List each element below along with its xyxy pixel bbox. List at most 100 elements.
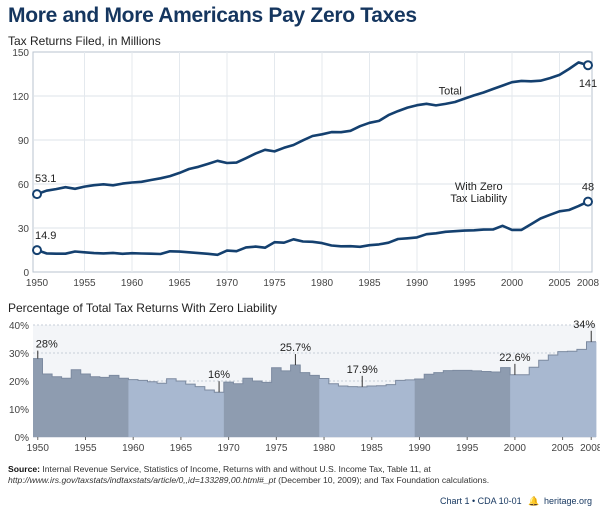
ytick-label-150: 150 <box>12 48 29 59</box>
series-label-1-1: Tax Liability <box>450 193 507 205</box>
bar-1982 <box>338 386 349 437</box>
bar-1955 <box>80 374 91 437</box>
page-title: More and More Americans Pay Zero Taxes <box>8 4 417 27</box>
bar-1962 <box>147 381 158 437</box>
bar-2002 <box>529 367 540 437</box>
source-text-2: (December 10, 2009); and Tax Foundation … <box>275 475 490 485</box>
bar-1988 <box>395 380 406 437</box>
bar-1960 <box>128 379 139 437</box>
bar-1992 <box>433 372 444 437</box>
bar-1987 <box>386 384 397 437</box>
bar-1997 <box>481 371 492 437</box>
bar-2001 <box>519 374 530 437</box>
data-label-3: 48 <box>582 182 594 194</box>
bar-outline <box>33 341 596 393</box>
bar-xtick-label-1980: 1980 <box>313 443 336 454</box>
bar-1953 <box>61 378 72 437</box>
bar-xtick-label-2005: 2005 <box>551 443 574 454</box>
bar-1993 <box>443 370 454 437</box>
xtick-label-1975: 1975 <box>263 278 286 289</box>
bar-ytick-label-4: 40% <box>9 321 29 332</box>
bar-1985 <box>366 386 377 437</box>
bar-1984 <box>357 386 368 437</box>
xtick-label-1995: 1995 <box>453 278 476 289</box>
bar-1964 <box>166 378 177 437</box>
bar-annotation-1: 16% <box>208 369 230 381</box>
bar-2004 <box>548 354 559 437</box>
bar-xtick-label-1965: 1965 <box>170 443 193 454</box>
bar-1973 <box>252 381 263 437</box>
bar-1974 <box>262 382 272 437</box>
bar-2007 <box>576 349 587 437</box>
source-label: Source: <box>8 464 40 474</box>
bar-1963 <box>157 383 167 437</box>
bar-1969 <box>214 392 225 437</box>
bar-xtick-label-2000: 2000 <box>504 443 527 454</box>
series-label-1-0: With Zero <box>455 181 503 193</box>
bar-1996 <box>471 370 482 437</box>
bar-1999 <box>500 367 511 437</box>
bar-1998 <box>491 372 501 437</box>
bar-2008 <box>586 341 597 437</box>
bar-annotation-3: 17.9% <box>347 364 378 376</box>
bar-xtick-label-1975: 1975 <box>265 443 288 454</box>
bar-1990 <box>414 379 425 437</box>
bar-1968 <box>204 389 215 437</box>
bar-1958 <box>109 375 120 437</box>
bar-1965 <box>176 381 187 437</box>
bar-chart: 0% 10% 20% 30% 40% 28% 16% 25.7% 17.9% 22.6% 34% 19… <box>9 319 600 454</box>
data-label-1: 141 <box>579 78 597 90</box>
endpoint-marker-1 <box>583 60 593 71</box>
bar-1951 <box>42 374 53 437</box>
bar-xtick-label-1995: 1995 <box>456 443 479 454</box>
source-note: Source: Internal Revenue Service, Statis… <box>8 464 593 486</box>
bar-ytick-label-0: 0% <box>15 433 30 444</box>
source-text: Internal Revenue Service, Statistics of … <box>40 464 431 474</box>
xtick-label-2000: 2000 <box>501 278 524 289</box>
xtick-label-1955: 1955 <box>73 278 96 289</box>
bar-ytick-label-3: 30% <box>9 349 29 360</box>
endpoint-marker-2 <box>32 245 42 256</box>
bar-xtick-label-1990: 1990 <box>408 443 431 454</box>
bar-1976 <box>281 370 292 437</box>
bar-1975 <box>271 367 282 437</box>
bar-chart-title: Percentage of Total Tax Returns With Zer… <box>8 301 278 315</box>
xtick-label-2005: 2005 <box>548 278 571 289</box>
ytick-label-30: 30 <box>18 224 30 235</box>
series-label-0-0: Total <box>439 86 462 98</box>
bar-annotation-0: 28% <box>36 339 58 351</box>
endpoint-marker-0 <box>32 189 42 200</box>
bar-1954 <box>71 369 82 437</box>
bar-xtick-label-1960: 1960 <box>122 443 145 454</box>
bar-1986 <box>376 385 387 437</box>
bar-2003 <box>538 360 549 437</box>
bar-ytick-label-1: 10% <box>9 405 29 416</box>
xtick-label-1985: 1985 <box>358 278 381 289</box>
bar-xtick-label-1955: 1955 <box>74 443 97 454</box>
bar-2000 <box>510 374 521 437</box>
liberty-bell-icon: 🔔 <box>528 496 540 506</box>
xtick-label-1965: 1965 <box>168 278 191 289</box>
ytick-label-0: 0 <box>23 268 29 279</box>
bar-1995 <box>462 370 473 437</box>
bar-1972 <box>242 378 253 437</box>
chart-id: Chart 1 • CDA 10-01 <box>440 496 522 506</box>
bar-xtick-label-2008: 2008 <box>580 443 600 454</box>
bar-1989 <box>405 379 416 437</box>
site-link[interactable]: heritage.org <box>543 496 592 506</box>
bar-2006 <box>567 351 578 437</box>
bar-xtick-label-1950: 1950 <box>27 443 50 454</box>
bar-1971 <box>233 383 244 437</box>
bar-1983 <box>347 386 358 437</box>
bar-1980 <box>319 378 330 437</box>
bar-1952 <box>52 376 63 437</box>
bar-annotation-4: 22.6% <box>499 352 530 364</box>
bar-1994 <box>452 370 463 437</box>
source-url[interactable]: http://www.irs.gov/taxstats/indtaxstats/… <box>8 475 276 485</box>
ytick-label-60: 60 <box>18 180 30 191</box>
series-line-0 <box>35 61 590 196</box>
bar-1970 <box>223 382 234 437</box>
series-line-1 <box>35 200 590 257</box>
bar-1961 <box>137 380 148 437</box>
bar-1959 <box>118 378 129 437</box>
